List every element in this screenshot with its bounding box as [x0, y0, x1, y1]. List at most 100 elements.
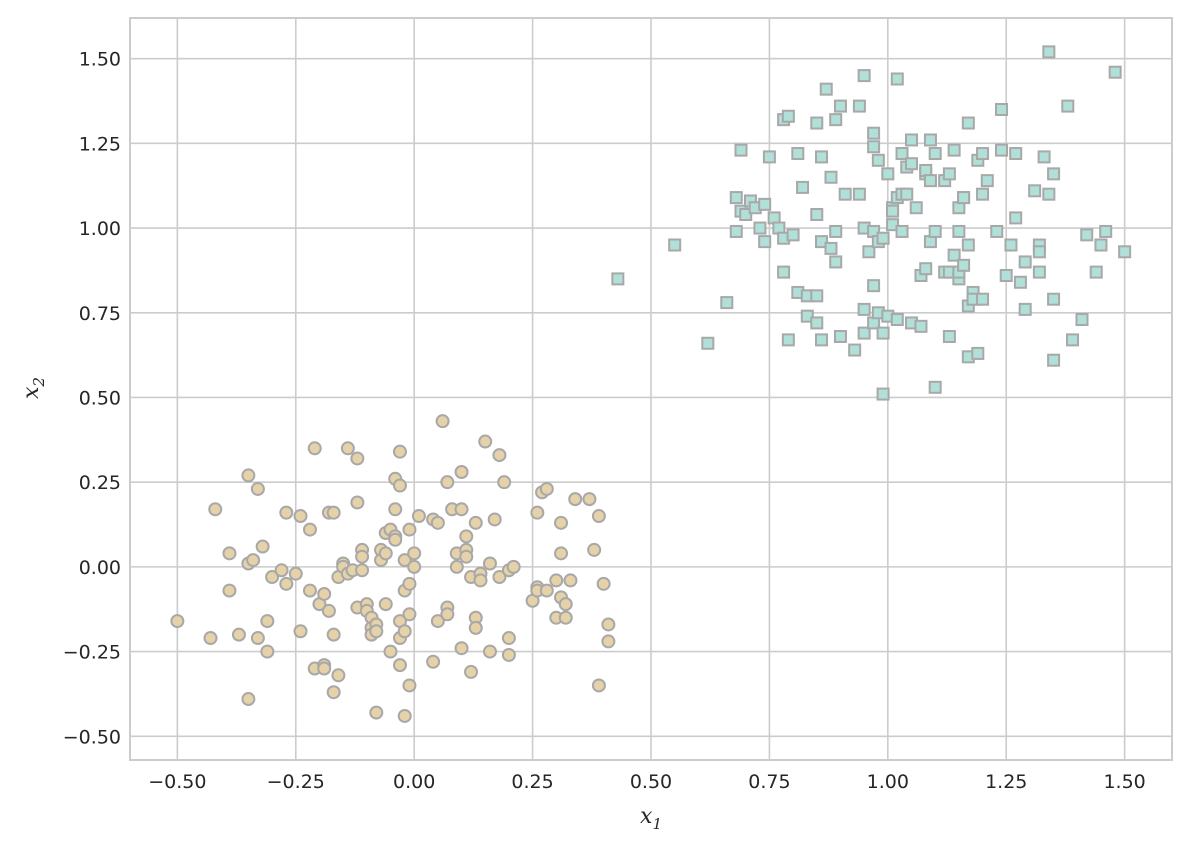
circle-point [340, 441, 355, 456]
square-point [1009, 147, 1023, 161]
circle-point [430, 515, 445, 530]
circle-point [279, 576, 294, 591]
circle-point [369, 705, 384, 720]
square-point [947, 248, 961, 262]
square-point [1094, 238, 1108, 252]
square-point [701, 336, 715, 350]
circle-point [326, 627, 341, 642]
square-point [829, 255, 843, 269]
square-point [777, 265, 791, 279]
circle-point [563, 573, 578, 588]
square-point [810, 289, 824, 303]
circle-point [397, 553, 412, 568]
square-point [999, 268, 1013, 282]
circle-point [402, 607, 417, 622]
y-tick-label: 1.25 [79, 133, 121, 155]
circle-point [222, 546, 237, 561]
circle-point [355, 549, 370, 564]
circle-point [558, 610, 573, 625]
x-tick-label: 1.25 [985, 771, 1027, 793]
circle-point [383, 644, 398, 659]
square-point [890, 313, 904, 327]
circle-point [539, 481, 554, 496]
circle-point [326, 685, 341, 700]
square-point [980, 174, 994, 188]
circle-point [241, 468, 256, 483]
square-point [895, 224, 909, 238]
circle-point [468, 620, 483, 635]
square-point [886, 218, 900, 232]
circle-point [411, 509, 426, 524]
square-point [886, 204, 900, 218]
y-tick-label: −0.50 [63, 726, 121, 748]
square-point [914, 319, 928, 333]
square-point [781, 109, 795, 123]
square-point [762, 150, 776, 164]
x-axis-label: x1 [640, 804, 662, 833]
square-point [994, 102, 1008, 116]
square-point [867, 126, 881, 140]
y-tick-label: −0.25 [63, 642, 121, 664]
square-point [976, 147, 990, 161]
square-point [786, 228, 800, 242]
circle-point [397, 708, 412, 723]
square-point [815, 150, 829, 164]
x-tick-label: 1.50 [1103, 771, 1145, 793]
circle-point [208, 502, 223, 517]
square-point [957, 191, 971, 205]
circle-point [331, 668, 346, 683]
circle-point [591, 509, 606, 524]
circle-point [558, 597, 573, 612]
circle-point [468, 515, 483, 530]
circle-point [459, 529, 474, 544]
square-point [990, 224, 1004, 238]
square-point [810, 116, 824, 130]
circle-point [392, 478, 407, 493]
circle-point [402, 576, 417, 591]
circle-point [250, 481, 265, 496]
circle-point [369, 624, 384, 639]
circle-point [307, 441, 322, 456]
square-point [815, 235, 829, 249]
y-tick-label: 0.75 [79, 303, 121, 325]
circle-point [293, 624, 308, 639]
circle-point [497, 475, 512, 490]
circle-point [222, 583, 237, 598]
square-point [720, 296, 734, 310]
circle-point [392, 444, 407, 459]
square-point [852, 187, 866, 201]
grid-lines [130, 18, 1172, 760]
square-point [895, 147, 909, 161]
circle-point [459, 549, 474, 564]
circle-point [407, 559, 422, 574]
circle-point [506, 559, 521, 574]
square-point [976, 292, 990, 306]
circle-point [568, 492, 583, 507]
circle-point [430, 614, 445, 629]
square-point [848, 343, 862, 357]
square-point [815, 333, 829, 347]
circle-point [487, 512, 502, 527]
square-point [1108, 65, 1122, 79]
circle-point [554, 546, 569, 561]
square-point [857, 69, 871, 83]
square-point [923, 174, 937, 188]
circle-point [350, 495, 365, 510]
circle-point [478, 434, 493, 449]
square-point [838, 187, 852, 201]
circle-point [482, 644, 497, 659]
circle-point [203, 631, 218, 646]
square-point [1047, 353, 1061, 367]
circle-point [530, 505, 545, 520]
circle-point [482, 556, 497, 571]
circle-point [601, 634, 616, 649]
circle-point [392, 658, 407, 673]
circle-point [293, 509, 308, 524]
square-point [905, 133, 918, 147]
square-point [758, 197, 772, 211]
circle-point [539, 583, 554, 598]
circle-point [591, 678, 606, 693]
circle-point [454, 465, 469, 480]
square-point [753, 221, 767, 235]
square-point [781, 333, 795, 347]
